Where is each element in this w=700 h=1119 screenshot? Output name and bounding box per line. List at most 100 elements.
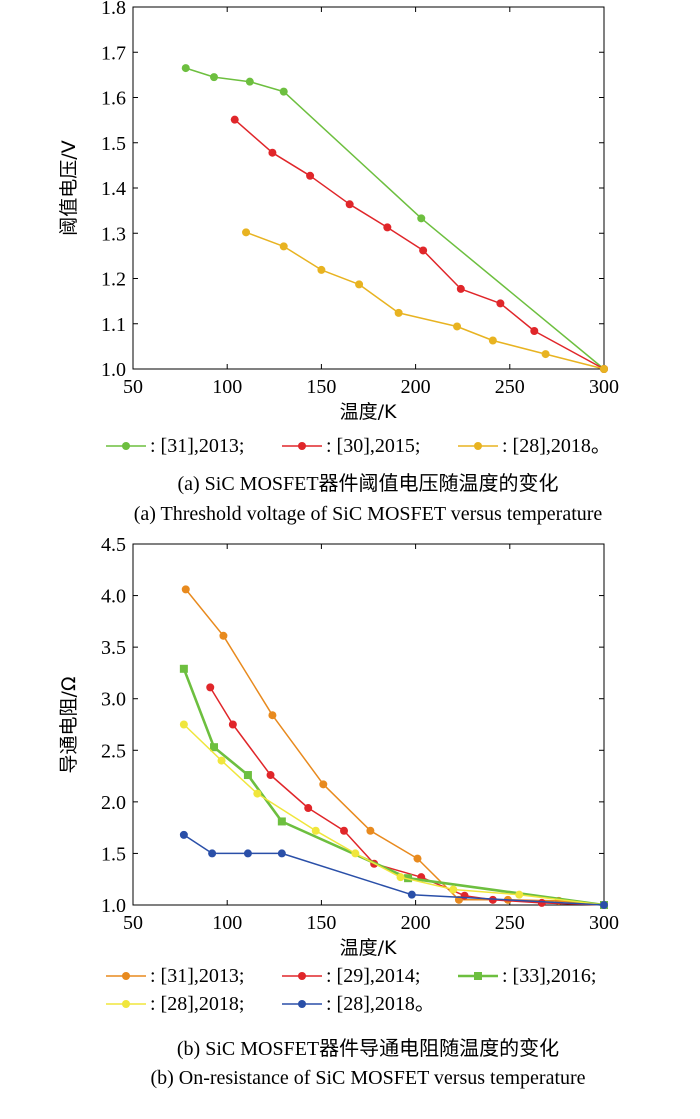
legend-item: : [29],2014; xyxy=(282,965,420,987)
caption-en-b: (b) On-resistance of SiC MOSFET versus t… xyxy=(150,1067,585,1089)
data-point xyxy=(417,214,426,223)
data-point xyxy=(351,849,360,858)
series-line xyxy=(185,67,605,370)
data-point xyxy=(179,720,188,729)
legend-swatch-marker xyxy=(122,442,130,450)
x-axis-label-a: 温度/K xyxy=(340,401,397,423)
data-point xyxy=(319,780,328,789)
y-tick-label: 2.5 xyxy=(101,740,126,762)
data-point xyxy=(600,901,608,909)
x-tick-label: 100 xyxy=(212,912,242,934)
data-point xyxy=(537,898,546,907)
panel-a: 阈值电压/V 温度/K 50 100 150 200 250 300 1.0 1.1 1.2 1.… xyxy=(58,0,619,525)
x-axis-label-b: 温度/K xyxy=(340,937,397,959)
legend-item: : [31],2013; xyxy=(106,965,244,987)
data-point xyxy=(179,664,188,673)
data-point xyxy=(530,326,539,335)
series-line xyxy=(185,588,605,906)
caption-cn-a: (a) SiC MOSFET器件阈值电压随温度的变化 xyxy=(177,472,558,495)
data-point xyxy=(404,874,413,883)
legend-label: : [33],2016; xyxy=(502,965,596,987)
series-group-b xyxy=(179,585,608,909)
data-point xyxy=(210,73,219,82)
data-point xyxy=(419,246,428,255)
legend-b: : [31],2013; : [29],2014; : [33],2016; : [2… xyxy=(106,965,596,1015)
x-tick-label: 100 xyxy=(212,376,242,398)
data-point xyxy=(243,849,252,858)
x-tick-label: 300 xyxy=(589,912,619,934)
data-point xyxy=(396,873,405,882)
series-line xyxy=(183,834,605,906)
data-point xyxy=(383,223,392,232)
y-tick-label: 1.2 xyxy=(101,269,126,291)
y-tick-label: 1.5 xyxy=(101,133,126,155)
plot-frame-a xyxy=(132,6,605,370)
x-tick-label: 250 xyxy=(495,376,525,398)
data-point xyxy=(488,895,497,904)
data-point xyxy=(277,849,286,858)
axis-ticks-b: 50 100 150 200 250 300 1.0 1.5 2.0 2.5 3.0 3.5 4.0 4.… xyxy=(101,534,619,934)
legend-a: : [31],2013; : [30],2015; : [28],2018。 xyxy=(106,435,611,457)
y-tick-label: 1.5 xyxy=(101,843,126,865)
data-point xyxy=(311,826,320,835)
data-point xyxy=(277,817,286,826)
data-point xyxy=(366,826,375,835)
y-tick-label: 4.0 xyxy=(101,586,126,608)
series-line xyxy=(209,687,605,906)
x-tick-label: 150 xyxy=(306,376,336,398)
data-point xyxy=(210,743,219,752)
legend-label: : [28],2018; xyxy=(150,993,244,1015)
data-point xyxy=(317,265,326,274)
legend-label: : [31],2013; xyxy=(150,435,244,457)
data-point xyxy=(279,242,288,251)
x-tick-label: 150 xyxy=(306,912,336,934)
data-point xyxy=(304,804,313,813)
data-point xyxy=(460,891,469,900)
data-point xyxy=(394,308,403,317)
plot-frame-b xyxy=(132,543,605,906)
legend-item: : [30],2015; xyxy=(282,435,420,457)
data-point xyxy=(488,336,497,345)
series-line xyxy=(183,723,605,906)
legend-swatch-marker xyxy=(474,972,482,980)
legend-item: : [28],2018。 xyxy=(282,993,435,1015)
data-point xyxy=(515,890,524,899)
y-tick-label: 1.3 xyxy=(101,223,126,245)
data-point xyxy=(268,148,277,157)
legend-label: : [28],2018。 xyxy=(326,993,435,1015)
x-tick-label: 200 xyxy=(401,376,431,398)
data-point xyxy=(268,711,277,720)
legend-swatch-marker xyxy=(122,972,130,980)
data-point xyxy=(449,885,458,894)
legend-item: : [28],2018。 xyxy=(458,435,611,457)
data-point xyxy=(228,720,237,729)
data-point xyxy=(253,789,262,798)
legend-item: : [31],2013; xyxy=(106,435,244,457)
y-tick-label: 1.7 xyxy=(101,42,126,64)
legend-swatch-marker xyxy=(298,972,306,980)
data-point xyxy=(217,756,226,765)
series-group-a xyxy=(181,64,608,373)
data-point xyxy=(181,585,190,594)
data-point xyxy=(179,830,188,839)
data-point xyxy=(355,280,364,289)
y-tick-label: 4.5 xyxy=(101,534,126,556)
y-tick-label: 1.4 xyxy=(101,178,126,200)
data-point xyxy=(266,771,275,780)
data-point xyxy=(242,228,251,237)
x-tick-label: 250 xyxy=(495,912,525,934)
legend-item: : [33],2016; xyxy=(458,965,596,987)
series-line xyxy=(234,119,605,370)
data-point xyxy=(230,115,239,124)
data-point xyxy=(279,87,288,96)
x-tick-label: 200 xyxy=(401,912,431,934)
data-point xyxy=(407,890,416,899)
data-point xyxy=(541,350,550,359)
data-point xyxy=(345,200,354,209)
data-point xyxy=(208,849,217,858)
data-point xyxy=(453,322,462,331)
y-axis-label-b: 导通电阻/Ω xyxy=(58,677,80,774)
data-point xyxy=(245,77,254,86)
x-tick-label: 300 xyxy=(589,376,619,398)
y-tick-label: 1.1 xyxy=(101,314,126,336)
